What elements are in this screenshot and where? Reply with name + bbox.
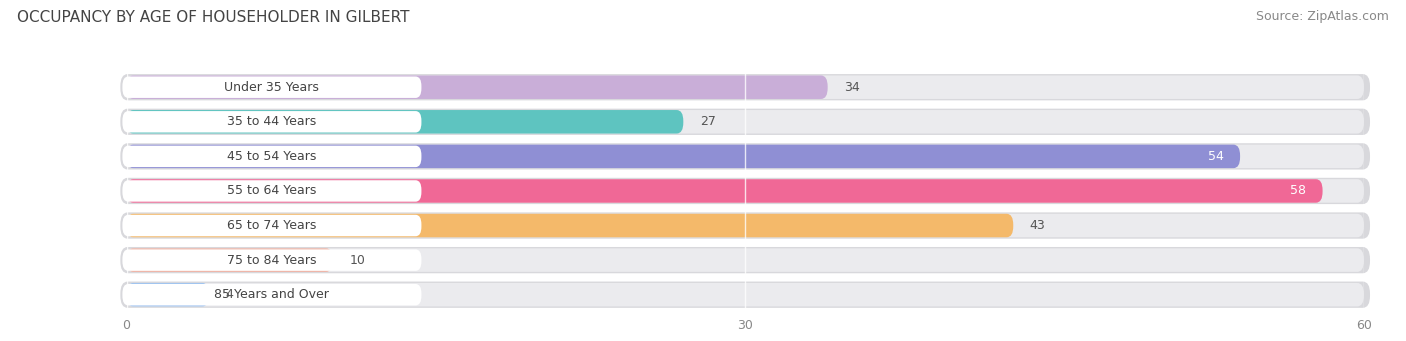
FancyBboxPatch shape <box>122 284 422 306</box>
FancyBboxPatch shape <box>121 212 1369 239</box>
FancyBboxPatch shape <box>127 214 1014 237</box>
Text: 75 to 84 Years: 75 to 84 Years <box>228 254 316 267</box>
Text: 55 to 64 Years: 55 to 64 Years <box>228 184 316 197</box>
FancyBboxPatch shape <box>127 110 683 134</box>
Text: Source: ZipAtlas.com: Source: ZipAtlas.com <box>1256 10 1389 23</box>
FancyBboxPatch shape <box>127 283 209 307</box>
Text: 65 to 74 Years: 65 to 74 Years <box>228 219 316 232</box>
Text: 43: 43 <box>1029 219 1046 232</box>
FancyBboxPatch shape <box>127 179 1323 203</box>
Text: 27: 27 <box>700 115 716 128</box>
Text: 85 Years and Over: 85 Years and Over <box>215 288 329 301</box>
FancyBboxPatch shape <box>127 283 1364 307</box>
Text: 58: 58 <box>1291 184 1306 197</box>
FancyBboxPatch shape <box>127 248 1364 272</box>
Text: 10: 10 <box>349 254 366 267</box>
FancyBboxPatch shape <box>122 146 422 167</box>
Text: 34: 34 <box>844 81 860 94</box>
FancyBboxPatch shape <box>127 214 1364 237</box>
FancyBboxPatch shape <box>122 249 422 271</box>
FancyBboxPatch shape <box>127 145 1240 168</box>
Text: OCCUPANCY BY AGE OF HOUSEHOLDER IN GILBERT: OCCUPANCY BY AGE OF HOUSEHOLDER IN GILBE… <box>17 10 409 25</box>
FancyBboxPatch shape <box>122 111 422 133</box>
Text: 4: 4 <box>225 288 233 301</box>
FancyBboxPatch shape <box>127 110 1364 134</box>
Text: 45 to 54 Years: 45 to 54 Years <box>228 150 316 163</box>
Text: 54: 54 <box>1208 150 1223 163</box>
FancyBboxPatch shape <box>127 179 1364 203</box>
Text: 35 to 44 Years: 35 to 44 Years <box>228 115 316 128</box>
FancyBboxPatch shape <box>121 247 1369 273</box>
FancyBboxPatch shape <box>122 215 422 236</box>
FancyBboxPatch shape <box>121 109 1369 135</box>
FancyBboxPatch shape <box>121 282 1369 308</box>
FancyBboxPatch shape <box>121 143 1369 169</box>
FancyBboxPatch shape <box>127 75 828 99</box>
FancyBboxPatch shape <box>121 74 1369 100</box>
FancyBboxPatch shape <box>122 76 422 98</box>
FancyBboxPatch shape <box>127 75 1364 99</box>
FancyBboxPatch shape <box>127 145 1364 168</box>
FancyBboxPatch shape <box>127 248 333 272</box>
FancyBboxPatch shape <box>121 178 1369 204</box>
Text: Under 35 Years: Under 35 Years <box>225 81 319 94</box>
FancyBboxPatch shape <box>122 180 422 202</box>
